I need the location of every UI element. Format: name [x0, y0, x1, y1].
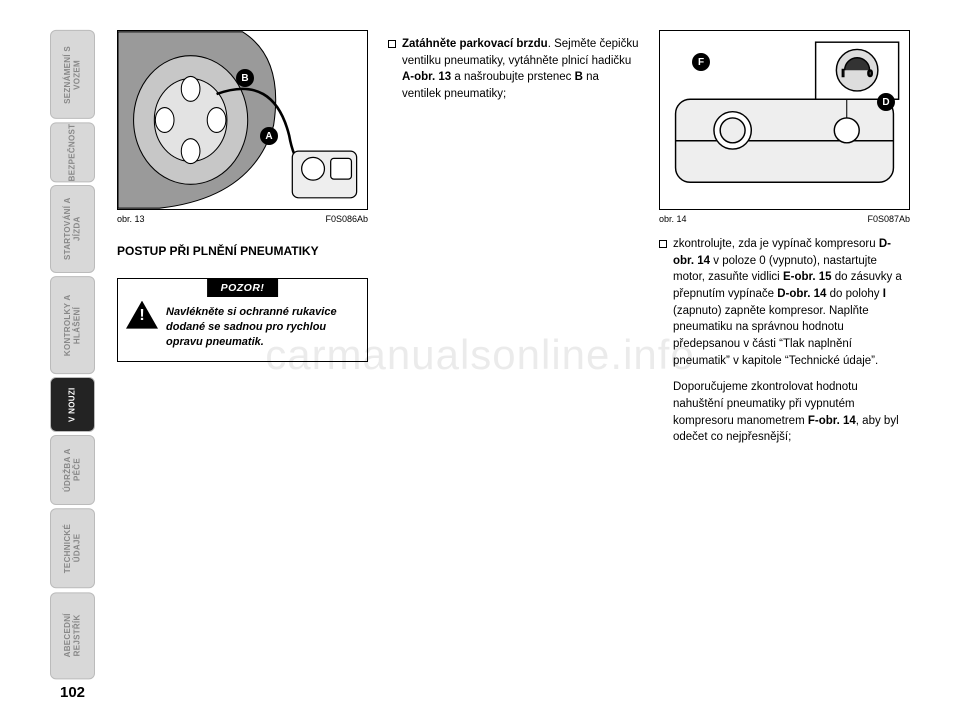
section-heading: POSTUP PŘI PLNĚNÍ PNEUMATIKY: [117, 244, 368, 260]
sidebar-tab-rejstrik[interactable]: ABECEDNÍ REJSTŘÍK: [50, 592, 95, 679]
figure-13: B A: [117, 30, 368, 210]
bullet-icon: [659, 240, 667, 248]
sidebar-tab-vnouzi[interactable]: V NOUZI: [50, 377, 95, 432]
sidebar-tab-technicke[interactable]: TECHNICKÉ ÚDAJE: [50, 508, 95, 588]
sidebar-tab-kontrolky[interactable]: KONTROLKY A HLÁŠENÍ: [50, 276, 95, 374]
page-number: 102: [60, 684, 85, 701]
warning-icon: [126, 301, 158, 329]
sidebar-tab-bezpecnost[interactable]: BEZPEČNOST: [50, 122, 95, 182]
warning-box: POZOR! Navlékněte si ochranné rukavice d…: [117, 278, 368, 362]
figure-13-caption: obr. 13: [117, 214, 145, 224]
col3-paragraph-1: zkontrolujte, zda je vypínač kompreso­ru…: [673, 236, 910, 369]
svg-text:I: I: [842, 68, 845, 79]
column-1: B A obr. 13 F0S086Ab POSTUP PŘI PLNĚNÍ P…: [117, 30, 368, 679]
bullet-icon: [388, 40, 396, 48]
callout-d: D: [877, 93, 895, 111]
sidebar-tab-seznameni[interactable]: SEZNÁMENÍ S VOZEM: [50, 30, 95, 119]
callout-b: B: [236, 69, 254, 87]
warning-title: POZOR!: [207, 279, 279, 297]
column-2: Zatáhněte parkovací brzdu. Sejmě­te čepi…: [388, 30, 639, 679]
warning-text: Navlékněte si ochranné rukavice dodané s…: [166, 305, 359, 351]
sidebar-tab-udrzba[interactable]: ÚDRŽBA A PÉČE: [50, 435, 95, 505]
col2-paragraph: Zatáhněte parkovací brzdu. Sejmě­te čepi…: [402, 36, 639, 103]
figure-14: I 0 F D: [659, 30, 910, 210]
figure-14-code: F0S087Ab: [867, 214, 910, 224]
svg-text:0: 0: [868, 68, 873, 78]
callout-f: F: [692, 53, 710, 71]
column-3: I 0 F D obr. 14 F0S087Ab zkontrolujte, z…: [659, 30, 910, 679]
col3-paragraph-2: Doporučujeme zkontrolovat hodnotu nahušt…: [673, 379, 910, 446]
figure-13-illustration: [118, 31, 367, 209]
sidebar-tab-startovani[interactable]: STARTOVÁNÍ A JÍZDA: [50, 185, 95, 273]
figure-13-code: F0S086Ab: [325, 214, 368, 224]
callout-a: A: [260, 127, 278, 145]
sidebar-nav: SEZNÁMENÍ S VOZEM BEZPEČNOST STARTOVÁNÍ …: [50, 30, 95, 679]
figure-14-caption: obr. 14: [659, 214, 687, 224]
